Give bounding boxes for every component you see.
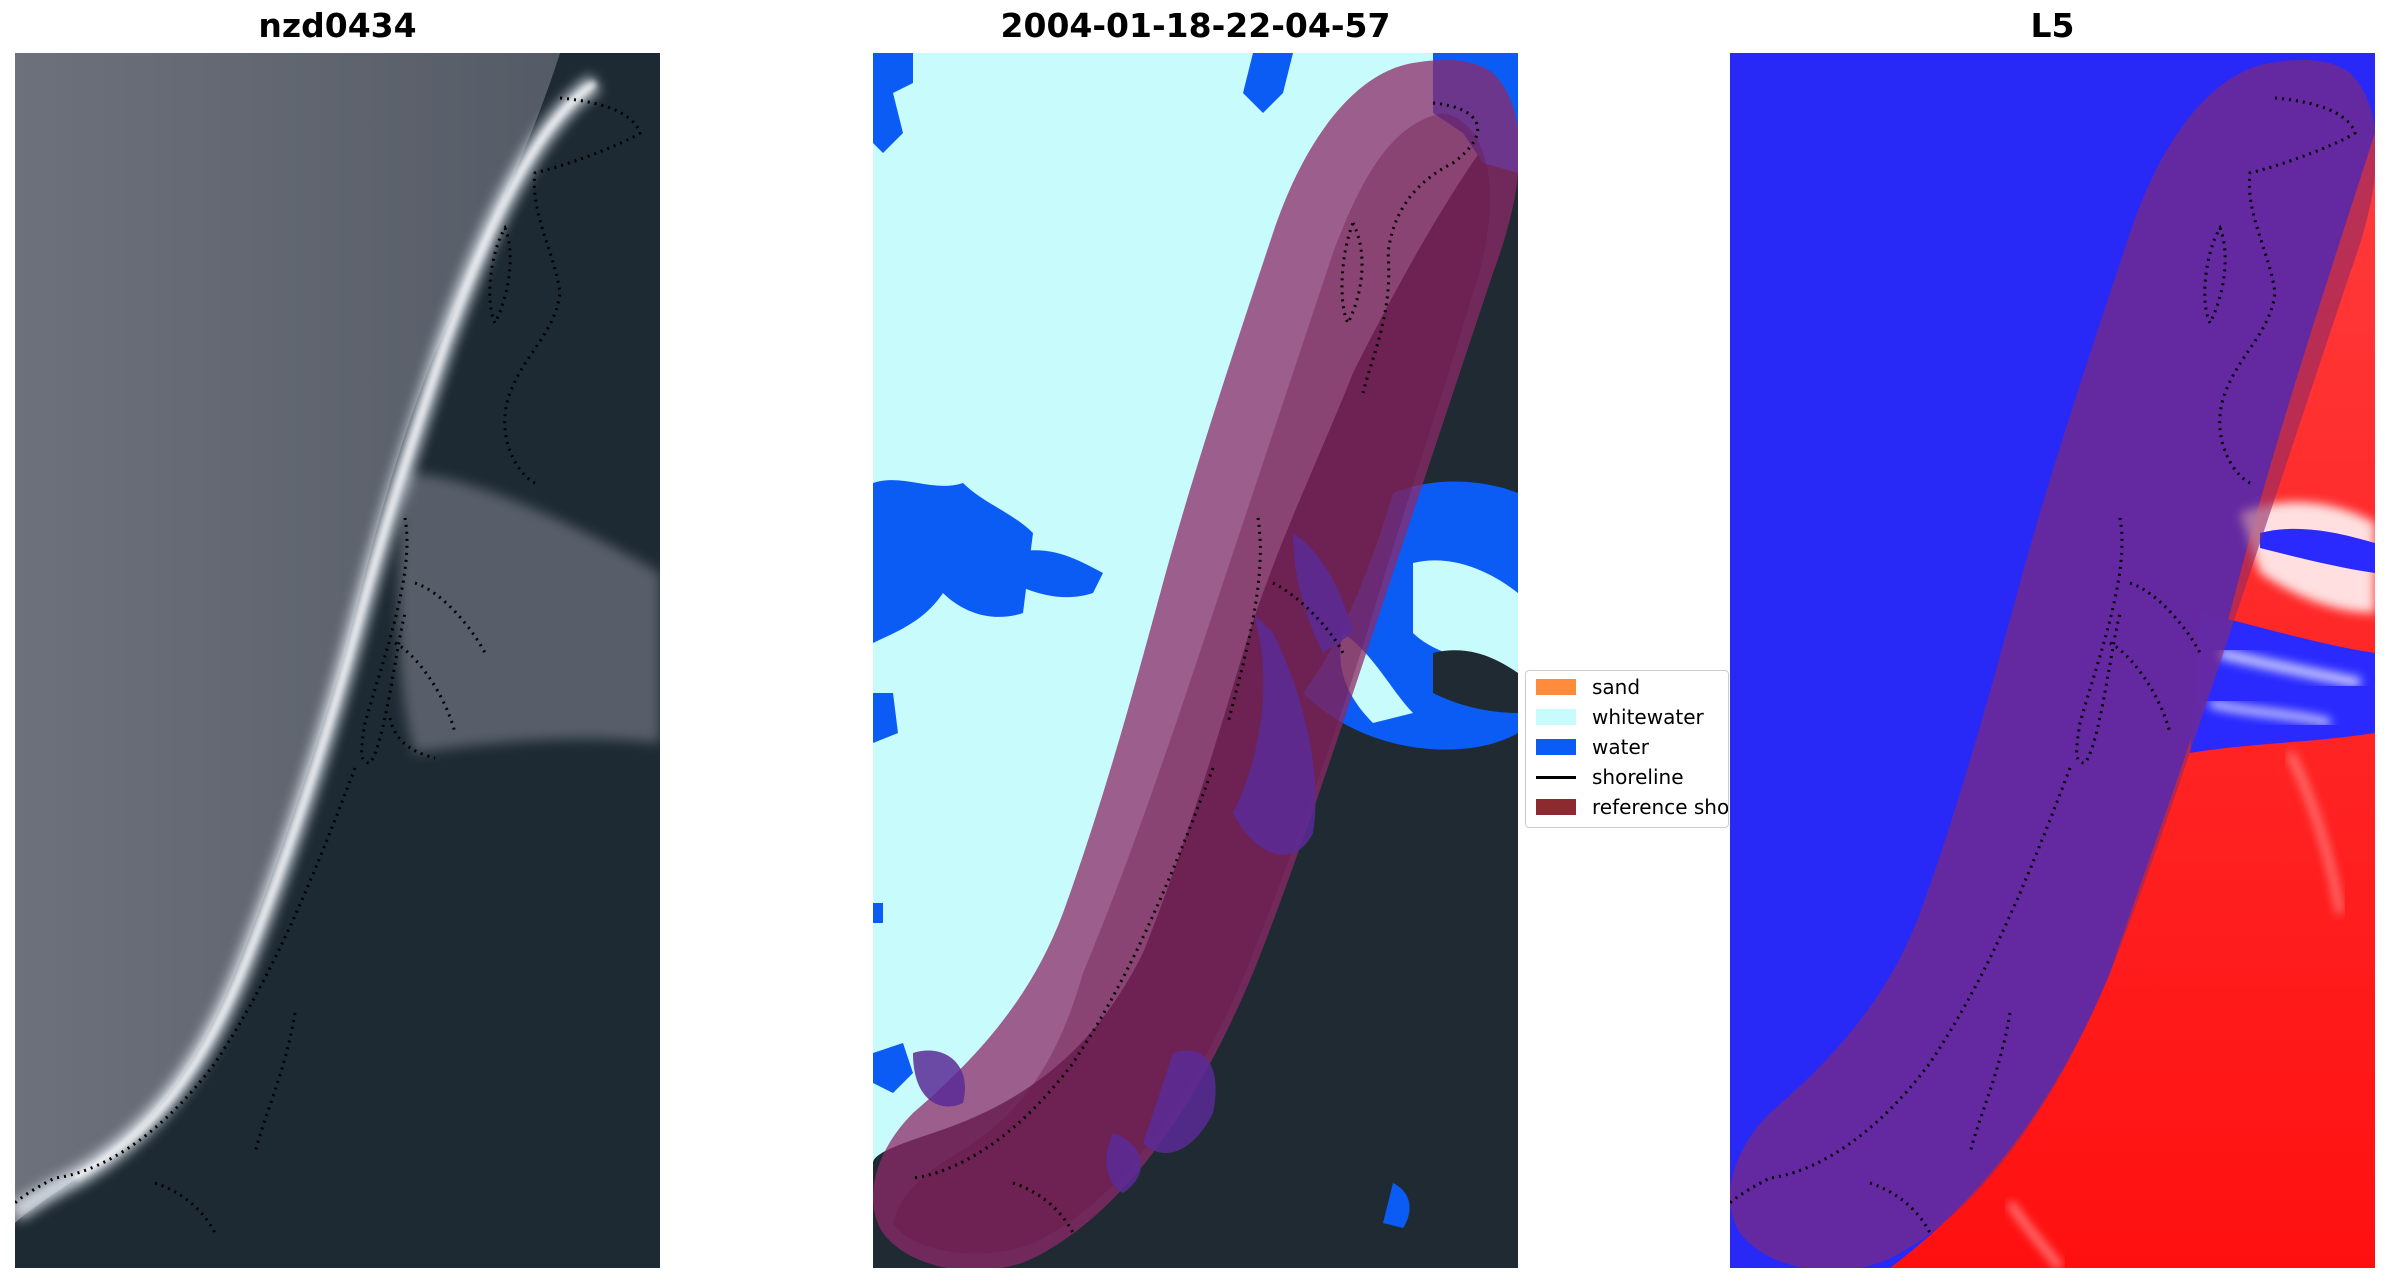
legend-item-reference-shoreline: reference shoreline	[1536, 795, 1729, 819]
sand-swatch	[1536, 679, 1576, 695]
legend-label: reference shoreline	[1592, 795, 1729, 819]
classification-map	[873, 53, 1518, 1268]
whitewater-swatch	[1536, 709, 1576, 725]
panel-title-classification: 2004-01-18-22-04-57	[1000, 6, 1391, 45]
water-swatch	[1536, 739, 1576, 755]
index-map	[1730, 53, 2375, 1268]
rgb-image	[15, 53, 660, 1268]
legend-item-water: water	[1536, 735, 1649, 759]
legend-label: whitewater	[1592, 705, 1704, 729]
shoreline-trace	[15, 96, 642, 1234]
panel-title-image: nzd0434	[258, 6, 417, 45]
legend-item-shoreline: shoreline	[1536, 765, 1684, 789]
legend-label: sand	[1592, 675, 1641, 699]
legend-item-whitewater: whitewater	[1536, 705, 1704, 729]
legend: sand whitewater water shoreline referenc…	[1525, 670, 1729, 828]
shoreline-trace-2	[912, 101, 1480, 1234]
shoreline-swatch	[1536, 775, 1576, 779]
index-panel	[1730, 53, 2375, 1268]
classification-panel	[873, 53, 1518, 1268]
legend-label: shoreline	[1592, 765, 1684, 789]
shoreline-trace-3	[1730, 96, 2357, 1234]
panel-title-index: L5	[2030, 6, 2075, 45]
legend-item-sand: sand	[1536, 675, 1640, 699]
reference-shoreline-swatch	[1536, 799, 1576, 815]
rgb-image-panel	[15, 53, 660, 1268]
legend-label: water	[1592, 735, 1649, 759]
